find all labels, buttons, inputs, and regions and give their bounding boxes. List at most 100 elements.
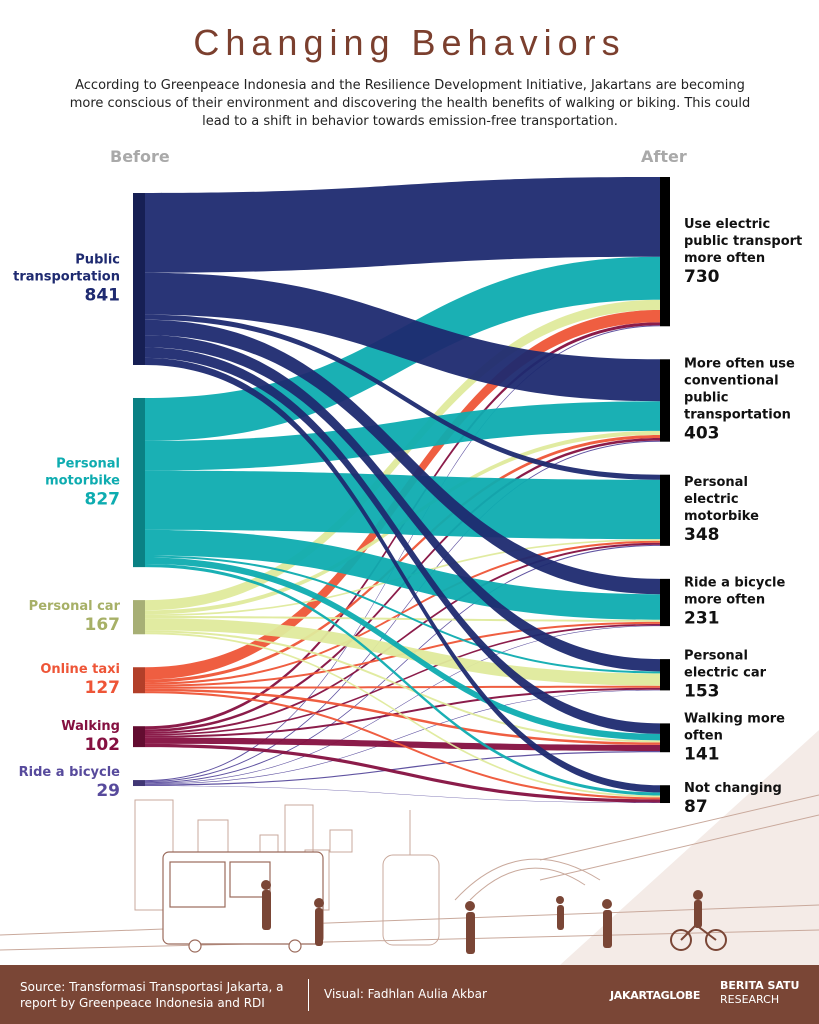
- source-node-shade: [133, 397, 145, 568]
- flow: [145, 440, 660, 783]
- target-name: Walking more often: [684, 711, 785, 744]
- flow: [145, 625, 660, 784]
- credit: Visual: Fadhlan Aulia Akbar: [324, 987, 487, 1001]
- target-label: Use electric public transport more often…: [684, 216, 804, 288]
- target-name: Not changing: [684, 781, 782, 797]
- bus: [162, 851, 324, 953]
- logo-text: RESEARCH: [720, 993, 780, 1006]
- target-name: Ride a bicycle more often: [684, 575, 786, 608]
- after-header: After: [641, 147, 687, 166]
- source-name: Personal motorbike: [45, 456, 120, 489]
- source-node: [133, 780, 145, 787]
- source-label: Ride a bicycle 29: [0, 764, 120, 802]
- chart: [0, 177, 819, 965]
- source-value: 841: [84, 285, 121, 306]
- target-label: Personal electric motorbike 348: [684, 474, 804, 546]
- source-node-shade: [133, 600, 145, 635]
- target-label: More often use conventional public trans…: [684, 356, 804, 445]
- source-label: Walking 102: [0, 718, 120, 756]
- logo: JAKARTAGLOBE: [610, 989, 701, 1002]
- target-node: [660, 659, 670, 691]
- flow: [145, 357, 660, 793]
- target-label: Ride a bicycle more often 231: [684, 575, 804, 630]
- flow: [145, 434, 660, 683]
- background-illustration: [0, 730, 819, 965]
- target-node: [660, 578, 670, 627]
- source-name: Public transportation: [13, 252, 120, 285]
- flow: [145, 542, 660, 734]
- source-name: Ride a bicycle: [18, 765, 120, 781]
- source-value: 127: [84, 678, 121, 699]
- flow: [145, 540, 660, 685]
- source-value: 827: [84, 489, 121, 510]
- flow: [145, 335, 660, 672]
- flow: [145, 555, 660, 674]
- target-name: Use electric public transport more often: [684, 216, 803, 266]
- subtitle: According to Greenpeace Indonesia and th…: [69, 78, 751, 129]
- source-name: Online taxi: [40, 662, 120, 678]
- target-node: [660, 785, 670, 804]
- source-label: Personal car 167: [0, 598, 120, 636]
- flow: [145, 177, 660, 273]
- source-label: Online taxi 127: [0, 661, 120, 699]
- target-value: 231: [684, 608, 720, 629]
- source-note: Source: Transformasi Transportasi Jakart…: [20, 980, 284, 1010]
- separator: [308, 979, 309, 1011]
- flow: [145, 347, 660, 734]
- source-node-shade: [133, 667, 145, 694]
- title: Changing Behaviors: [193, 22, 626, 63]
- target-value: 153: [684, 681, 720, 702]
- flow: [145, 743, 660, 803]
- source-node: [133, 397, 145, 568]
- target-node: [660, 177, 670, 327]
- links: [145, 177, 660, 804]
- target-value: 141: [684, 744, 720, 765]
- source-value: 102: [84, 734, 121, 755]
- flow: [145, 688, 660, 745]
- source-node-shade: [133, 780, 145, 787]
- bicycle-icon: [670, 923, 727, 951]
- target-label: Personal electric car 153: [684, 647, 804, 702]
- source-value: 29: [96, 781, 120, 802]
- flow: [145, 401, 660, 471]
- flow: [145, 630, 660, 743]
- target-value: 348: [684, 525, 720, 546]
- source-label: Public transportation 841: [0, 251, 120, 306]
- target-label: Walking more often 141: [684, 710, 804, 765]
- people: [261, 880, 703, 954]
- source-node: [133, 193, 145, 365]
- target-value: 730: [684, 266, 720, 287]
- flow: [145, 687, 660, 738]
- target-label: Not changing 87: [684, 780, 804, 818]
- flow: [145, 564, 660, 796]
- flow: [145, 632, 660, 798]
- flow: [145, 691, 660, 800]
- source-name: Walking: [61, 718, 120, 734]
- flow: [145, 272, 660, 402]
- source-label: Personal motorbike 827: [0, 455, 120, 510]
- source-node-shade: [133, 726, 145, 748]
- target-node: [660, 723, 670, 753]
- before-header: Before: [110, 147, 170, 166]
- logo: BERITA SATU RESEARCH: [720, 979, 799, 1007]
- source-node: [133, 726, 145, 748]
- flow: [145, 751, 660, 786]
- footer: Source: Transformasi Transportasi Jakart…: [0, 965, 819, 1024]
- target-value: 403: [684, 423, 720, 444]
- target-node: [660, 359, 670, 442]
- flow: [145, 544, 660, 784]
- source-node: [133, 600, 145, 635]
- target-name: More often use conventional public trans…: [684, 356, 795, 423]
- flow: [145, 616, 660, 622]
- flow: [145, 557, 660, 741]
- source-node: [133, 667, 145, 694]
- source-name: Personal car: [28, 599, 120, 615]
- target-node: [660, 474, 670, 546]
- target-name: Personal electric car: [684, 648, 766, 681]
- source-value: 167: [84, 615, 121, 636]
- target-name: Personal electric motorbike: [684, 475, 759, 525]
- flow: [145, 314, 660, 480]
- target-value: 87: [684, 797, 708, 818]
- flow: [145, 785, 660, 804]
